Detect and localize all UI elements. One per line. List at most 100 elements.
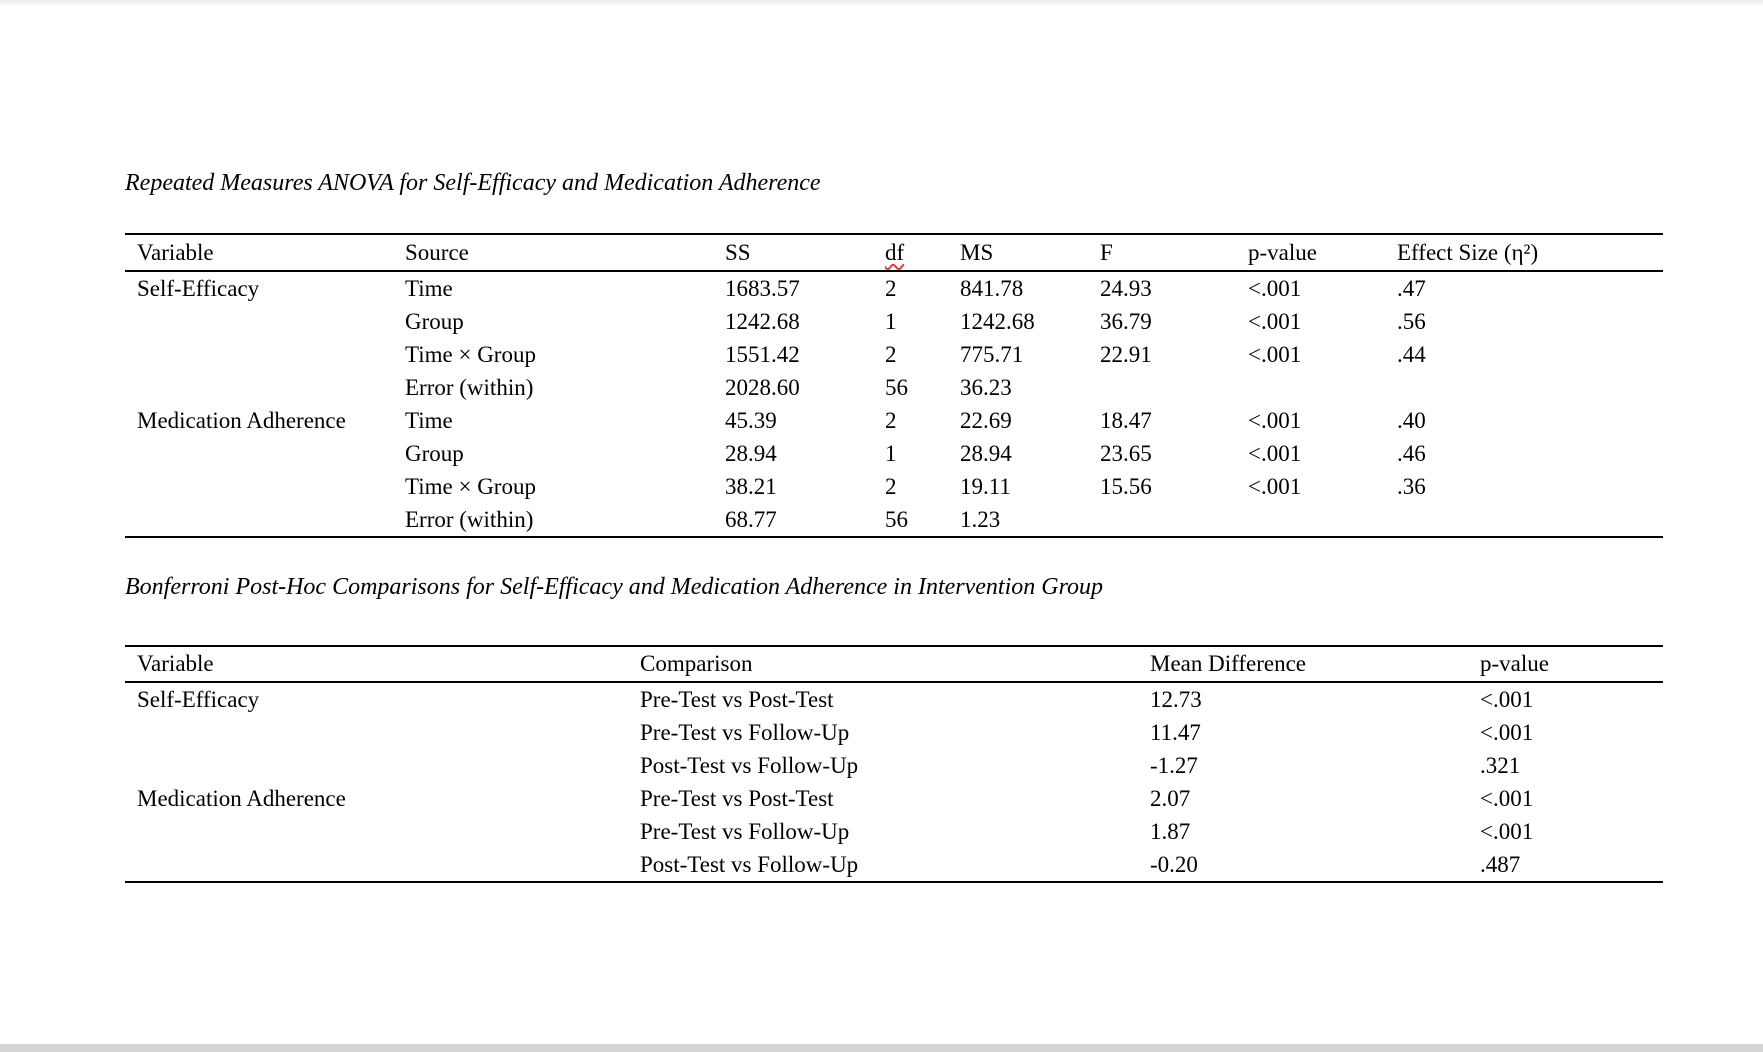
- cell-source: Group: [405, 440, 464, 466]
- cell-f: 22.91: [1100, 341, 1152, 367]
- cell-p-value: <.001: [1248, 341, 1302, 367]
- posthoc-col-header-mean-difference: Mean Difference: [1150, 646, 1480, 683]
- cell-p-value: <.001: [1248, 308, 1302, 334]
- cell-variable: [125, 716, 640, 749]
- cell-mean-difference: 2.07: [1150, 785, 1191, 811]
- cell-source: Error (within): [405, 374, 534, 400]
- posthoc-row: Post-Test vs Follow-Up -0.20 .487: [125, 848, 1663, 882]
- anova-row: Error (within) 2028.60 56 36.23: [125, 371, 1663, 404]
- anova-row: Self-Efficacy Time 1683.57 2 841.78 24.9…: [125, 271, 1663, 305]
- anova-col-header-df: df: [885, 234, 960, 272]
- posthoc-header-row: Variable Comparison Mean Difference p-va…: [125, 646, 1663, 683]
- anova-col-header-effect-size: Effect Size (η²): [1397, 234, 1663, 272]
- cell-p-value: <.001: [1248, 473, 1302, 499]
- cell-df: 56: [885, 374, 908, 400]
- cell-effect-size: .56: [1397, 308, 1426, 334]
- cell-mean-difference: 12.73: [1150, 686, 1202, 712]
- posthoc-row: Pre-Test vs Follow-Up 1.87 <.001: [125, 815, 1663, 848]
- cell-variable: [125, 470, 405, 503]
- cell-p-value: <.001: [1248, 275, 1302, 301]
- window-bottom-edge: [0, 1044, 1763, 1052]
- cell-ms: 775.71: [960, 341, 1024, 367]
- cell-f: 36.79: [1100, 308, 1152, 334]
- cell-f: 18.47: [1100, 407, 1152, 433]
- cell-df: 2: [885, 341, 897, 367]
- anova-col-header-ss: SS: [725, 234, 885, 272]
- anova-col-header-f: F: [1100, 234, 1248, 272]
- cell-p-value: <.001: [1480, 719, 1534, 745]
- window-top-edge: [0, 0, 1763, 6]
- cell-source: Error (within): [405, 506, 534, 532]
- anova-row: Medication Adherence Time 45.39 2 22.69 …: [125, 404, 1663, 437]
- cell-effect-size: .36: [1397, 473, 1426, 499]
- cell-ss: 38.21: [725, 473, 777, 499]
- posthoc-col-header-p-value: p-value: [1480, 646, 1663, 683]
- cell-mean-difference: 11.47: [1150, 719, 1201, 745]
- cell-ms: 1.23: [960, 506, 1001, 532]
- cell-effect-size: .47: [1397, 275, 1426, 301]
- cell-comparison: Pre-Test vs Post-Test: [640, 686, 834, 712]
- cell-ms: 28.94: [960, 440, 1012, 466]
- cell-p-value: [1248, 371, 1397, 404]
- cell-p-value: <.001: [1480, 785, 1534, 811]
- cell-f: [1100, 371, 1248, 404]
- anova-col-header-source: Source: [405, 234, 725, 272]
- cell-source: Time: [405, 275, 453, 301]
- spellcheck-underline: df: [885, 239, 905, 265]
- cell-p-value: .321: [1480, 752, 1521, 778]
- cell-comparison: Pre-Test vs Follow-Up: [640, 719, 850, 745]
- cell-mean-difference: 1.87: [1150, 818, 1191, 844]
- anova-table-title: Repeated Measures ANOVA for Self-Efficac…: [125, 170, 821, 196]
- posthoc-row: Pre-Test vs Follow-Up 11.47 <.001: [125, 716, 1663, 749]
- cell-source: Time × Group: [405, 341, 536, 367]
- cell-comparison: Post-Test vs Follow-Up: [640, 752, 859, 778]
- anova-row: Time × Group 38.21 2 19.11 15.56 <.001 .…: [125, 470, 1663, 503]
- cell-comparison: Pre-Test vs Follow-Up: [640, 818, 850, 844]
- cell-variable: [125, 848, 640, 882]
- cell-ss: 1242.68: [725, 308, 800, 334]
- cell-df: 2: [885, 473, 897, 499]
- cell-comparison: Pre-Test vs Post-Test: [640, 785, 834, 811]
- posthoc-table-title: Bonferroni Post-Hoc Comparisons for Self…: [125, 574, 1104, 600]
- cell-ms: 19.11: [960, 473, 1011, 499]
- cell-variable: [125, 749, 640, 782]
- cell-p-value: <.001: [1480, 686, 1534, 712]
- cell-ss: 1683.57: [725, 275, 800, 301]
- cell-source: Time: [405, 407, 453, 433]
- cell-ms: 841.78: [960, 275, 1024, 301]
- cell-df: 1: [885, 308, 897, 334]
- cell-df: 56: [885, 506, 908, 532]
- cell-ss: 2028.60: [725, 374, 800, 400]
- cell-mean-difference: -1.27: [1150, 752, 1198, 778]
- cell-comparison: Post-Test vs Follow-Up: [640, 851, 859, 877]
- cell-ss: 68.77: [725, 506, 777, 532]
- cell-p-value: <.001: [1248, 407, 1302, 433]
- cell-p-value: <.001: [1248, 440, 1302, 466]
- anova-row: Group 1242.68 1 1242.68 36.79 <.001 .56: [125, 305, 1663, 338]
- cell-variable: [125, 503, 405, 537]
- cell-effect-size: .44: [1397, 341, 1426, 367]
- cell-variable: [125, 815, 640, 848]
- posthoc-col-header-variable: Variable: [125, 646, 640, 683]
- anova-row: Group 28.94 1 28.94 23.65 <.001 .46: [125, 437, 1663, 470]
- cell-p-value: [1248, 503, 1397, 537]
- cell-f: 24.93: [1100, 275, 1152, 301]
- cell-variable: Medication Adherence: [137, 407, 346, 433]
- anova-col-header-ms: MS: [960, 234, 1100, 272]
- cell-variable: [125, 371, 405, 404]
- cell-f: 23.65: [1100, 440, 1152, 466]
- cell-ms: 1242.68: [960, 308, 1035, 334]
- anova-header-row: Variable Source SS df MS F p-value Effec…: [125, 234, 1663, 272]
- posthoc-table: Variable Comparison Mean Difference p-va…: [125, 645, 1663, 883]
- cell-variable: Self-Efficacy: [137, 686, 260, 712]
- cell-f: 15.56: [1100, 473, 1152, 499]
- cell-df: 2: [885, 275, 897, 301]
- cell-ms: 22.69: [960, 407, 1012, 433]
- cell-variable: [125, 338, 405, 371]
- cell-mean-difference: -0.20: [1150, 851, 1198, 877]
- cell-ss: 1551.42: [725, 341, 800, 367]
- posthoc-row: Medication Adherence Pre-Test vs Post-Te…: [125, 782, 1663, 815]
- cell-source: Group: [405, 308, 464, 334]
- cell-p-value: .487: [1480, 851, 1521, 877]
